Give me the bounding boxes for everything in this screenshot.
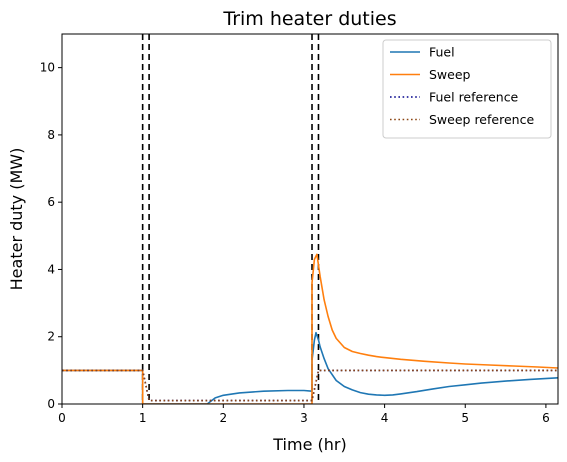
x-tick-label: 2 (219, 411, 227, 425)
y-tick-label: 6 (47, 195, 55, 209)
series-line-sweep (62, 253, 558, 404)
series-line-sweep-reference (62, 369, 558, 402)
y-axis: 0 2 4 6 8 10 (40, 61, 62, 411)
series-line-fuel (62, 331, 558, 404)
x-axis-label: Time (hr) (272, 435, 346, 454)
x-tick-label: 0 (58, 411, 66, 425)
legend-label: Fuel (429, 45, 455, 60)
y-tick-label: 0 (47, 397, 55, 411)
series-line-fuel-reference (62, 369, 558, 402)
chart-title: Trim heater duties (222, 8, 396, 30)
legend: Fuel Sweep Fuel reference Sweep reference (382, 39, 552, 139)
y-axis-label: Heater duty (MW) (7, 148, 26, 291)
x-tick-label: 6 (542, 411, 550, 425)
legend-label: Sweep reference (429, 112, 534, 127)
x-tick-label: 3 (300, 411, 308, 425)
y-tick-label: 4 (47, 262, 55, 276)
plot-area (62, 34, 558, 404)
x-tick-label: 1 (139, 411, 147, 425)
x-tick-label: 5 (461, 411, 469, 425)
y-tick-label: 8 (47, 128, 55, 142)
legend-box (382, 39, 552, 139)
y-tick-label: 2 (47, 330, 55, 344)
x-axis: 0 1 2 3 4 5 6 (58, 404, 550, 425)
plot-frame (61, 33, 559, 405)
legend-label: Fuel reference (429, 90, 519, 105)
x-tick-label: 4 (381, 411, 389, 425)
legend-label: Sweep (429, 67, 471, 82)
y-tick-label: 10 (40, 61, 55, 75)
